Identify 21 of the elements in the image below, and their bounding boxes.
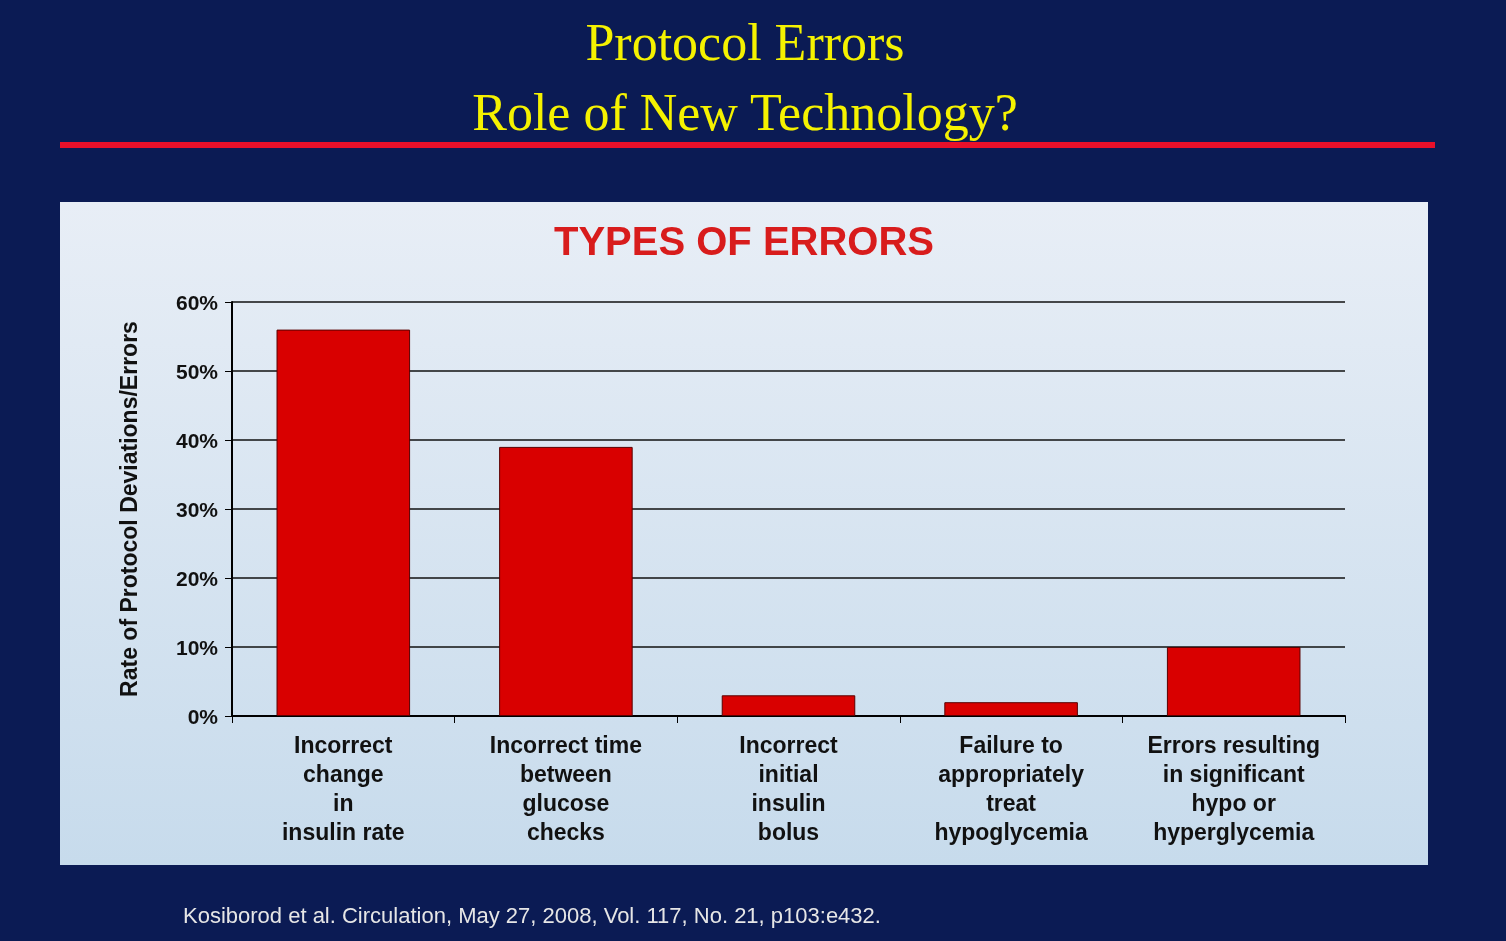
y-tick-label: 0%	[187, 704, 219, 728]
x-tick-label: Failure to appropriately treat hypoglycemia	[934, 731, 1088, 845]
bar	[499, 446, 633, 716]
y-tick-label: 10%	[175, 635, 219, 659]
chart-title: Protocol Errors Role of New Technology?	[471, 13, 1019, 143]
y-tick-label: 60%	[175, 290, 219, 314]
bar	[1166, 647, 1301, 716]
y-tick-label: 50%	[175, 359, 219, 383]
bar	[944, 702, 1078, 716]
chart-subtitle: TYPES OF ERRORS	[553, 219, 935, 263]
x-tick-label: Incorrect initial insulin bolus	[739, 731, 839, 845]
bar	[276, 329, 411, 716]
bar	[721, 695, 856, 716]
x-tick-label: Incorrect time between glucose checks	[489, 731, 642, 845]
x-tick-label: Incorrect change in insulin rate	[281, 731, 405, 845]
y-tick-label: 30%	[175, 497, 219, 521]
y-axis-title: Rate of Protocol Deviations/Errors	[115, 321, 142, 697]
y-tick-label: 20%	[175, 566, 219, 590]
y-tick-label: 40%	[175, 428, 219, 452]
x-tick-label: Errors resulting in significant hypo or hyperglycemia	[1147, 731, 1320, 845]
text: Kosiborod et al. Circulation, May 27, 2008, Vol. 117, No. 21, p103:e432.	[183, 903, 881, 929]
